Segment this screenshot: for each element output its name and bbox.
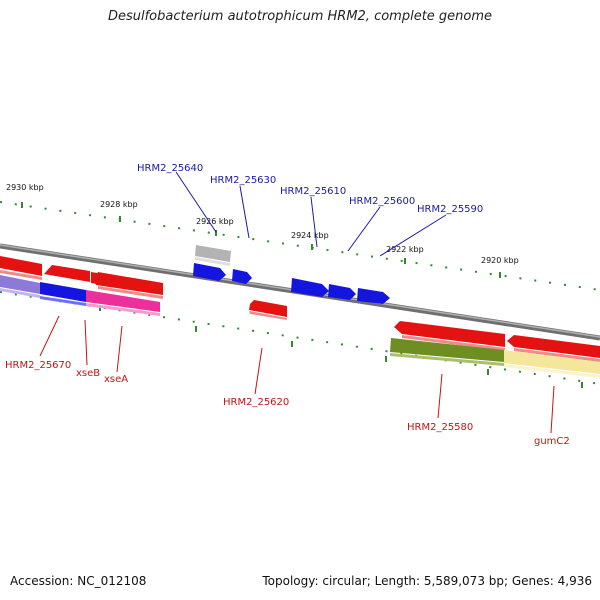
gene-label: HRM2_25630: [210, 175, 276, 186]
gene-hrm2-25640[interactable]: [195, 245, 231, 266]
gene-hrm2-25630[interactable]: [193, 263, 226, 281]
gene-hrm2-25670[interactable]: [0, 256, 42, 298]
tick-label: 2926 kbp: [196, 217, 234, 226]
gene-label: xseB: [76, 368, 100, 379]
gene-hrm2-25590[interactable]: [357, 288, 390, 304]
gene-hrm2-25600[interactable]: [328, 284, 356, 300]
tick-label: 2930 kbp: [6, 183, 44, 192]
gene-label: HRM2_25590: [417, 204, 483, 215]
gene-label: HRM2_25670: [5, 360, 71, 371]
gene-xseb[interactable]: [40, 282, 86, 306]
tick-label: 2924 kbp: [291, 231, 329, 240]
gene-label: HRM2_25620: [223, 397, 289, 408]
bottom-leader-lines: [39, 315, 555, 434]
tick-label: 2928 kbp: [100, 200, 138, 209]
major-ticks: [21, 202, 501, 278]
genome-summary-text: Topology: circular; Length: 5,589,073 bp…: [262, 574, 592, 588]
gene-forward-small[interactable]: [232, 269, 252, 284]
gene-reverse-left[interactable]: [44, 265, 163, 299]
upper-tick-track: 2930 kbp 2928 kbp 2926 kbp 2924 kbp 2922…: [0, 183, 600, 291]
gene-gumc2[interactable]: [504, 350, 600, 378]
gene-xsea[interactable]: [86, 290, 160, 316]
gene-label: HRM2_25610: [280, 186, 346, 197]
gene-label: gumC2: [534, 436, 570, 447]
gene-label: xseA: [104, 374, 128, 385]
tick-label: 2922 kbp: [386, 245, 424, 254]
major-ticks: [99, 305, 583, 388]
gene-reverse-right[interactable]: [507, 335, 600, 362]
gene-label: HRM2_25600: [349, 196, 415, 207]
gene-hrm2-25610[interactable]: [291, 278, 329, 297]
gene-label: HRM2_25640: [137, 163, 203, 174]
genome-title: Desulfobacterium autotrophicum HRM2, com…: [107, 9, 493, 24]
accession-text: Accession: NC_012108: [10, 574, 147, 588]
gene-hrm2-25580-reverse[interactable]: [394, 321, 505, 351]
gene-hrm2-25580[interactable]: [390, 338, 504, 366]
gene-label: HRM2_25580: [407, 422, 473, 433]
tick-label: 2920 kbp: [481, 256, 519, 265]
gene-hrm2-25620[interactable]: [249, 300, 287, 320]
top-leader-lines: [175, 171, 447, 257]
